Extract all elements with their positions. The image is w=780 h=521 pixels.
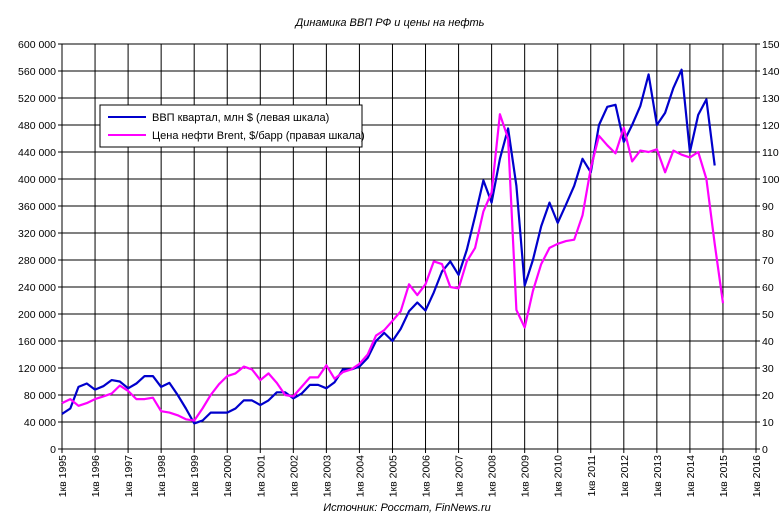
y-right-tick-label: 130 (762, 93, 780, 105)
y-right-tick-label: 150 (762, 39, 780, 51)
left-y-axis: 0 40 000 80 000 120 000 160 000 200 000 240 00… (18, 39, 62, 456)
y-right-tick-label: 60 (762, 282, 774, 294)
x-tick-label: 1кв 2013 (652, 455, 664, 497)
legend-label-gdp: ВВП квартал, млн $ (левая шкала) (152, 112, 329, 124)
y-right-tick-label: 90 (762, 201, 774, 213)
x-tick-label: 1кв 2008 (487, 455, 499, 497)
y-left-tick-label: 360 000 (18, 201, 56, 213)
x-tick-label: 1кв 2002 (288, 455, 300, 497)
y-left-tick-label: 280 000 (18, 255, 56, 267)
right-y-axis: 0 10 20 30 40 50 60 70 80 90 100 110 120 130 140 150 (756, 39, 780, 456)
legend-label-oil: Цена нефти Brent, $/барр (правая шкала) (152, 130, 365, 142)
y-left-tick-label: 160 000 (18, 336, 56, 348)
x-tick-label: 1кв 2004 (354, 455, 366, 497)
series-line-gdp (61, 68, 716, 425)
y-right-tick-label: 70 (762, 255, 774, 267)
y-right-tick-label: 100 (762, 174, 780, 186)
y-left-tick-label: 200 000 (18, 309, 56, 321)
y-right-tick-label: 140 (762, 66, 780, 78)
x-tick-label: 1кв 1996 (90, 455, 102, 497)
legend-box (99, 104, 363, 148)
x-tick-label: 1кв 1998 (156, 455, 168, 497)
x-tick-label: 1кв 2005 (387, 455, 399, 497)
x-tick-label: 1кв 2009 (520, 455, 532, 497)
x-tick-label: 1кв 2015 (718, 455, 730, 497)
y-left-tick-label: 400 000 (18, 174, 56, 186)
x-tick-label: 1кв 2016 (751, 455, 763, 497)
chart-title: Динамика ВВП РФ и цены на нефть (294, 17, 485, 29)
series-layer (61, 68, 725, 425)
x-tick-label: 1кв 1997 (123, 455, 135, 497)
x-tick-label: 1кв 2007 (454, 455, 466, 497)
x-tick-label: 1кв 1995 (57, 455, 69, 497)
y-right-tick-label: 30 (762, 363, 774, 375)
x-tick-label: 1кв 2000 (222, 455, 234, 497)
source-note: Источник: Росстат, FinNews.ru (323, 502, 490, 514)
y-left-tick-label: 320 000 (18, 228, 56, 240)
y-left-tick-label: 600 000 (18, 39, 56, 51)
x-tick-label: 1кв 2011 (586, 455, 598, 497)
x-tick-label: 1кв 2014 (685, 455, 697, 497)
x-tick-label: 1кв 2001 (255, 455, 267, 497)
y-right-tick-label: 0 (762, 444, 768, 456)
x-tick-label: 1кв 2012 (619, 455, 631, 497)
y-left-tick-label: 120 000 (18, 363, 56, 375)
y-left-tick-label: 560 000 (18, 66, 56, 78)
y-right-tick-label: 110 (762, 147, 779, 159)
y-left-tick-label: 80 000 (24, 390, 56, 402)
y-right-tick-label: 50 (762, 309, 774, 321)
y-right-tick-label: 20 (762, 390, 774, 402)
x-axis: 1кв 1995 1кв 1996 1кв 1997 1кв 1998 1кв 1999… (57, 449, 763, 497)
x-tick-label: 1кв 2010 (553, 455, 565, 497)
y-right-tick-label: 120 (762, 120, 780, 132)
y-left-tick-label: 440 000 (18, 147, 56, 159)
y-left-tick-label: 40 000 (24, 417, 56, 429)
x-tick-label: 1кв 1999 (189, 455, 201, 497)
y-right-tick-label: 40 (762, 336, 774, 348)
series-line-oil (61, 113, 725, 422)
y-left-tick-label: 520 000 (18, 93, 56, 105)
x-tick-label: 1кв 2003 (321, 455, 333, 497)
y-left-tick-label: 0 (50, 444, 56, 456)
x-tick-label: 1кв 2006 (421, 455, 433, 497)
y-right-tick-label: 80 (762, 228, 774, 240)
legend: ВВП квартал, млн $ (левая шкала) Цена не… (99, 104, 365, 148)
y-left-tick-label: 480 000 (18, 120, 56, 132)
y-left-tick-label: 240 000 (18, 282, 56, 294)
y-right-tick-label: 10 (762, 417, 774, 429)
